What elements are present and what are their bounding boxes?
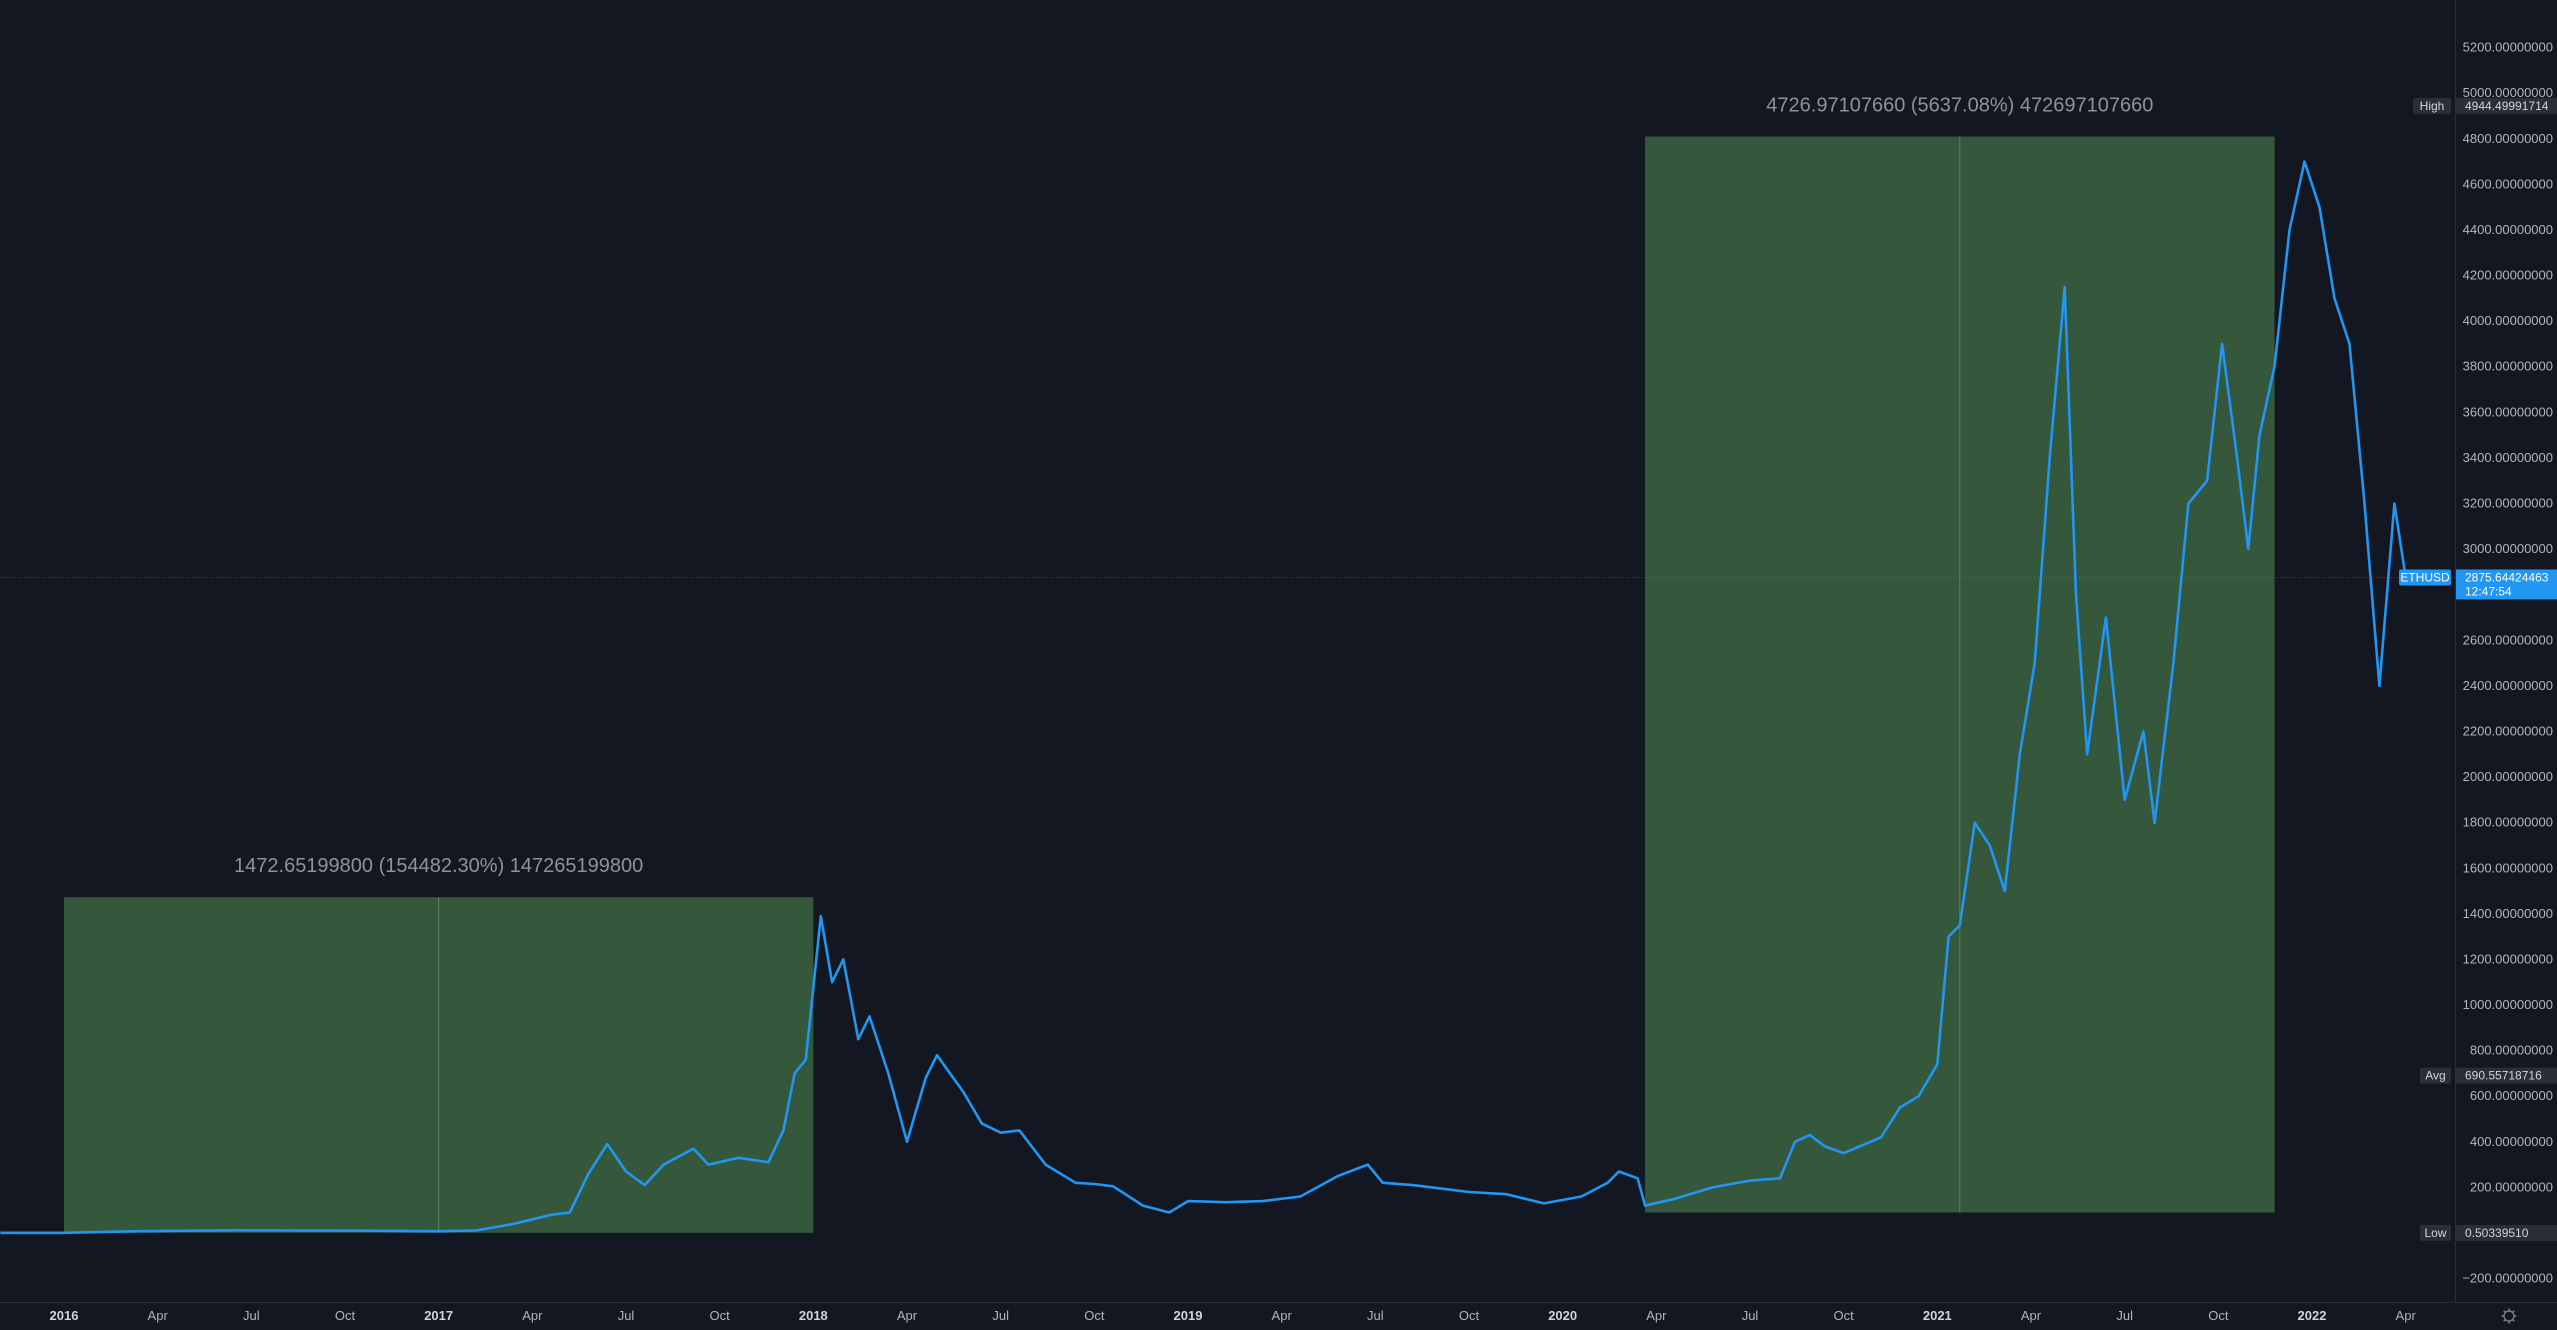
- price-tick-label: 400.00000000: [2470, 1134, 2553, 1149]
- price-tick-label: 5200.00000000: [2463, 40, 2553, 55]
- time-tick-label: 2016: [50, 1308, 79, 1323]
- settings-icon[interactable]: [2501, 1308, 2517, 1324]
- time-tick-label: Apr: [897, 1308, 918, 1323]
- gear-icon-tooth: [2503, 1310, 2507, 1314]
- range-box-labels: 1472.65199800 (154482.30%) 147265199800 4…: [234, 94, 2153, 877]
- price-tick-label: 2200.00000000: [2463, 723, 2553, 738]
- time-axis-bg: [0, 1302, 2557, 1330]
- price-tick-label: 4400.00000000: [2463, 222, 2553, 237]
- price-tick-label: 200.00000000: [2470, 1179, 2553, 1194]
- high-tag-value-bg: [2456, 97, 2557, 114]
- time-tick-label: 2021: [1923, 1308, 1952, 1323]
- price-tick-label: 3000.00000000: [2463, 541, 2553, 556]
- price-tick-label: 3600.00000000: [2463, 404, 2553, 419]
- price-axis-bg: [2455, 0, 2557, 1330]
- low-tag-name: Low: [2424, 1226, 2446, 1240]
- price-tick-label: 4000.00000000: [2463, 313, 2553, 328]
- gear-icon-tooth: [2511, 1318, 2515, 1322]
- price-tick-label: 1600.00000000: [2463, 860, 2553, 875]
- price-tick-label: 2600.00000000: [2463, 632, 2553, 647]
- time-tick-label: Jul: [1742, 1308, 1759, 1323]
- price-tick-label: 4800.00000000: [2463, 131, 2553, 146]
- price-tick-label: 1400.00000000: [2463, 906, 2553, 921]
- last-tag-value: 2875.64424463: [2465, 570, 2549, 584]
- price-tags: High 4944.49991714 Avg 690.55718716 Low 0.503…: [2399, 97, 2557, 1241]
- gear-icon-tooth: [2511, 1310, 2515, 1314]
- price-tick-label: 1800.00000000: [2463, 815, 2553, 830]
- last-tag-countdown: 12:47:54: [2465, 584, 2512, 598]
- time-tick-label: 2022: [2298, 1308, 2327, 1323]
- price-tick-label: 3800.00000000: [2463, 359, 2553, 374]
- avg-tag-value: 690.55718716: [2465, 1069, 2542, 1083]
- time-tick-label: Jul: [243, 1308, 260, 1323]
- price-tick-label: 1200.00000000: [2463, 951, 2553, 966]
- range-box-label: 4726.97107660 (5637.08%) 472697107660: [1766, 94, 2153, 116]
- last-tag-value-bg: [2456, 569, 2557, 600]
- time-tick-label: Jul: [2116, 1308, 2133, 1323]
- low-tag-value: 0.50339510: [2465, 1226, 2529, 1240]
- time-tick-label: Oct: [1084, 1308, 1105, 1323]
- price-tick-label: −200.00000000: [2462, 1271, 2553, 1286]
- range-boxes: [64, 136, 2275, 1233]
- price-tick-label: 4600.00000000: [2463, 176, 2553, 191]
- time-tick-label: Apr: [2396, 1308, 2417, 1323]
- time-tick-label: Oct: [2208, 1308, 2229, 1323]
- price-axis[interactable]: −200.000000000.00000000200.00000000400.0…: [2455, 0, 2557, 1330]
- series-line[interactable]: [0, 160, 2407, 1235]
- time-tick-label: Oct: [1459, 1308, 1480, 1323]
- time-tick-label: Apr: [1646, 1308, 1667, 1323]
- high-price-tag: High 4944.49991714: [2413, 97, 2557, 114]
- time-tick-label: 2018: [799, 1308, 828, 1323]
- last-tag-name-bg: [2399, 569, 2451, 586]
- price-tick-label: 1000.00000000: [2463, 997, 2553, 1012]
- time-tick-label: Jul: [992, 1308, 1009, 1323]
- high-tag-name-bg: [2413, 97, 2451, 114]
- time-tick-label: Apr: [522, 1308, 543, 1323]
- low-tag-value-bg: [2456, 1224, 2557, 1241]
- time-tick-label: Jul: [618, 1308, 635, 1323]
- avg-tag-name-bg: [2420, 1067, 2451, 1084]
- price-tick-label: 2000.00000000: [2463, 769, 2553, 784]
- time-tick-label: Oct: [335, 1308, 356, 1323]
- price-tick-label: 4200.00000000: [2463, 268, 2553, 283]
- time-tick-label: 2017: [424, 1308, 453, 1323]
- time-tick-label: Oct: [1834, 1308, 1855, 1323]
- high-tag-name: High: [2420, 99, 2445, 113]
- price-tick-label: 3400.00000000: [2463, 450, 2553, 465]
- last-tag-name: ETHUSD: [2400, 570, 2450, 584]
- high-tag-value: 4944.49991714: [2465, 99, 2549, 113]
- price-tick-label: 800.00000000: [2470, 1043, 2553, 1058]
- time-tick-label: 2019: [1174, 1308, 1203, 1323]
- time-tick-label: Apr: [2021, 1308, 2042, 1323]
- gear-icon-tooth: [2503, 1318, 2507, 1322]
- time-tick-label: Apr: [1272, 1308, 1293, 1323]
- price-tick-label: 3200.00000000: [2463, 496, 2553, 511]
- time-tick-label: Jul: [1367, 1308, 1384, 1323]
- avg-tag-name: Avg: [2425, 1069, 2445, 1083]
- range-box-label: 1472.65199800 (154482.30%) 147265199800: [234, 855, 643, 877]
- price-tick-label: 2400.00000000: [2463, 678, 2553, 693]
- time-tick-label: 2020: [1548, 1308, 1577, 1323]
- avg-price-tag: Avg 690.55718716: [2420, 1067, 2557, 1084]
- low-tag-name-bg: [2420, 1224, 2451, 1241]
- price-tick-label: 5000.00000000: [2463, 85, 2553, 100]
- time-axis[interactable]: 2016 Apr Jul Oct 2017 Apr Jul Oct 2018 Apr Jul Oct 2…: [0, 1302, 2557, 1330]
- price-tick-label: 600.00000000: [2470, 1088, 2553, 1103]
- avg-tag-value-bg: [2456, 1067, 2557, 1084]
- low-price-tag: Low 0.50339510: [2420, 1224, 2557, 1241]
- time-tick-label: Oct: [710, 1308, 731, 1323]
- time-tick-label: Apr: [148, 1308, 169, 1323]
